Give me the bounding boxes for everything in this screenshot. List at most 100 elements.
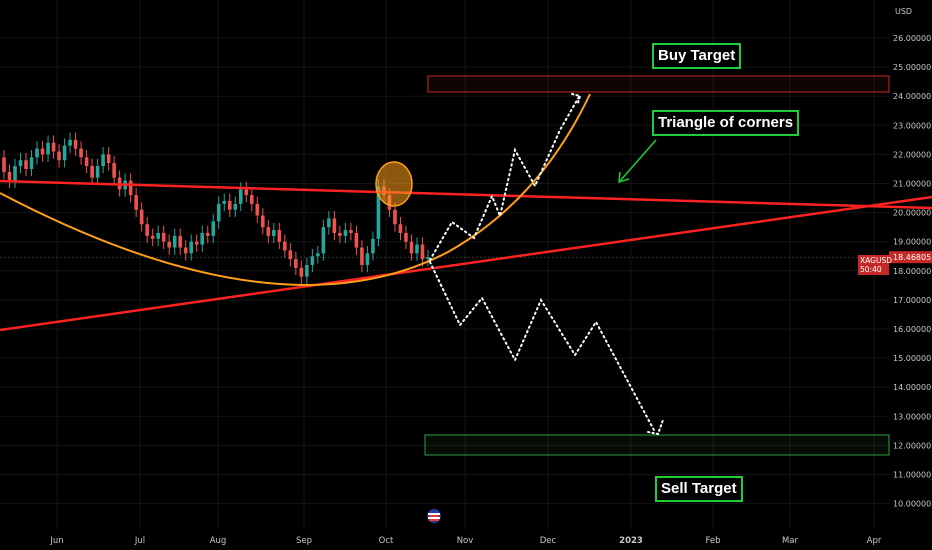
y-tick-label: 16.00000: [893, 325, 931, 334]
y-tick-label: 17.00000: [893, 296, 931, 305]
candle: [178, 228, 183, 255]
time-axis[interactable]: Jun Jul Aug Sep Oct Nov Dec 2023 Feb Mar Apr: [49, 536, 881, 546]
candle: [371, 231, 375, 261]
candle-body: [84, 157, 89, 167]
upper-trendline: [0, 179, 932, 210]
candle-body: [112, 163, 116, 178]
y-tick-label: 12.00000: [893, 441, 931, 450]
candle-body: [354, 232, 359, 248]
candle-body: [139, 209, 144, 225]
candles: [2, 132, 430, 284]
candle-body: [327, 218, 331, 228]
candle-body: [332, 218, 337, 233]
candle: [7, 164, 12, 188]
candle: [24, 152, 28, 177]
candle: [2, 150, 6, 180]
candle-body: [7, 171, 12, 181]
candle: [305, 257, 309, 284]
candle-body: [255, 203, 260, 216]
x-tick-label: 2023: [619, 536, 643, 546]
candle-body: [161, 232, 166, 242]
candle-body: [128, 180, 133, 196]
candle-body: [134, 195, 138, 210]
candle-body: [95, 166, 100, 178]
candle-body: [222, 200, 227, 204]
candle: [393, 202, 397, 232]
y-tick-label: 10.00000: [893, 500, 931, 509]
candle: [261, 208, 265, 235]
drawings: [0, 93, 932, 436]
candle-body: [244, 189, 249, 196]
candle: [420, 237, 425, 267]
candle: [200, 225, 205, 252]
candle-body: [211, 221, 216, 236]
candle: [35, 141, 39, 165]
candle: [415, 237, 419, 261]
candle: [13, 158, 17, 188]
candle-body: [404, 232, 408, 242]
candle: [310, 248, 315, 273]
candle-body: [194, 241, 199, 245]
candle-body: [338, 232, 342, 236]
candle: [205, 225, 210, 244]
candle: [106, 147, 111, 171]
bearish-arrowhead: [647, 419, 664, 436]
candle-body: [68, 139, 72, 146]
candle-body: [101, 154, 105, 167]
candle: [404, 225, 408, 249]
candle-body: [62, 145, 67, 161]
x-tick-label: Aug: [210, 536, 227, 546]
candle: [299, 260, 304, 284]
candle-body: [360, 247, 364, 265]
y-tick-label: 15.00000: [893, 354, 931, 363]
candle: [40, 141, 45, 162]
candle: [343, 222, 348, 244]
candle: [51, 135, 56, 159]
y-tick-label: 24.00000: [893, 92, 931, 101]
bearish-projection-path: [429, 261, 656, 433]
candle-body: [283, 241, 287, 251]
countdown-label: 50:40: [860, 265, 882, 274]
candle-body: [349, 230, 353, 233]
candle-body: [189, 241, 194, 254]
candle: [360, 240, 364, 273]
candle: [18, 152, 23, 174]
candle: [150, 228, 155, 247]
y-tick-label: 19.00000: [893, 238, 931, 247]
candle-body: [272, 230, 276, 236]
triangle-pointer-arrow: [619, 139, 657, 182]
candle: [112, 155, 116, 185]
candle: [46, 135, 50, 162]
candle-body: [57, 151, 61, 161]
candle: [101, 147, 105, 174]
candle-body: [106, 154, 111, 164]
candle: [327, 211, 331, 235]
rounding-bottom-arc: [0, 93, 591, 286]
candle: [57, 144, 61, 168]
y-tick-label: 22.00000: [893, 150, 931, 159]
candle-body: [288, 250, 293, 260]
y-tick-label: 25.00000: [893, 63, 931, 72]
sell-target-label: Sell Target: [655, 476, 743, 502]
candle: [145, 216, 149, 244]
candle-body: [415, 244, 419, 254]
candle-body: [183, 247, 188, 254]
buy-target-label: Buy Target: [652, 43, 742, 69]
candle-body: [167, 241, 171, 248]
candle: [29, 150, 34, 177]
candle: [90, 158, 94, 185]
candle-body: [365, 253, 370, 265]
candle-body: [277, 230, 282, 242]
candle-body: [393, 209, 397, 225]
candle-body: [13, 166, 17, 181]
y-tick-label: 18.00000: [893, 267, 931, 276]
candle-body: [79, 148, 83, 158]
candle: [244, 182, 249, 203]
x-tick-label: Feb: [705, 536, 720, 546]
price-axis[interactable]: USD 26.00000 25.00000 24.00000 23.00000 22.00…: [889, 7, 932, 509]
candle-body: [321, 227, 326, 254]
candle: [266, 219, 271, 244]
candle: [222, 193, 227, 212]
candle: [84, 150, 89, 174]
